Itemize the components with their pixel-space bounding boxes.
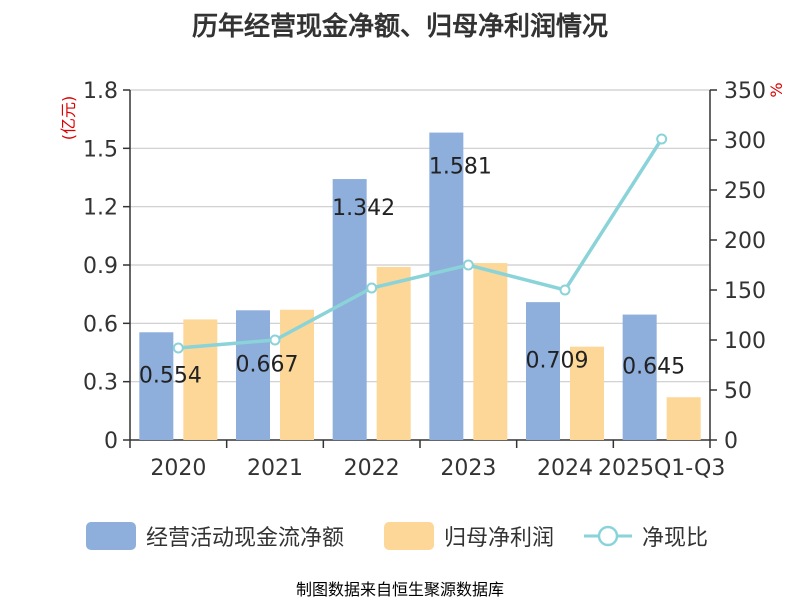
bar-net-profit — [666, 397, 701, 440]
right-axis-tick-label: 0 — [724, 429, 738, 454]
x-axis-tick-label: 2025Q1-Q3 — [598, 456, 725, 481]
bar-net-profit — [376, 266, 411, 440]
legend-item-net-profit[interactable]: 归母净利润 — [384, 518, 554, 554]
bar-cashflow — [429, 132, 464, 441]
right-axis-tick-label: 150 — [724, 279, 766, 304]
legend-line-marker-icon — [584, 525, 632, 547]
cash-ratio-point — [656, 133, 668, 145]
legend-label-net-profit: 归母净利润 — [444, 526, 555, 551]
left-axis-tick-label: 1.8 — [83, 79, 118, 104]
legend-item-cashflow[interactable]: 经营活动现金流净额 — [86, 518, 344, 554]
x-axis-tick-label: 2020 — [150, 456, 206, 481]
cash-ratio-point — [559, 284, 571, 296]
left-axis-unit-label: (亿元) — [59, 96, 78, 141]
x-axis-tick-label: 2022 — [344, 456, 400, 481]
data-label-cashflow: 1.581 — [429, 154, 492, 179]
left-axis-tick-label: 0.6 — [83, 312, 118, 337]
data-source-footer: 制图数据来自恒生聚源数据库 — [295, 580, 504, 599]
bar-cashflow — [236, 310, 270, 440]
right-axis-unit-label: % — [767, 82, 786, 97]
bar-net-profit — [183, 319, 218, 440]
left-axis-tick-label: 0.3 — [83, 371, 118, 396]
chart-legend: 经营活动现金流净额 归母净利润 净现比 — [0, 518, 800, 554]
bar-cashflow — [139, 332, 174, 440]
right-axis-tick-label: 300 — [724, 129, 766, 154]
right-axis-tick-label: 100 — [724, 329, 766, 354]
x-axis-tick-label: 2024 — [537, 456, 593, 481]
left-axis-tick-label: 0 — [104, 429, 118, 454]
bar-net-profit — [280, 309, 314, 440]
left-axis-tick-label: 1.2 — [83, 196, 118, 221]
cash-ratio-point — [269, 334, 281, 346]
cash-ratio-point — [172, 342, 184, 354]
data-label-cashflow: 1.342 — [332, 196, 395, 221]
left-axis-tick-label: 0.9 — [83, 254, 118, 279]
x-axis-tick-label: 2021 — [247, 456, 303, 481]
data-label-cashflow: 0.709 — [526, 348, 589, 373]
bar-cashflow — [332, 179, 367, 441]
legend-item-cash-ratio[interactable]: 净现比 — [582, 518, 708, 554]
right-axis-tick-label: 50 — [724, 379, 752, 404]
right-axis-tick-label: 350 — [724, 79, 766, 104]
data-label-cashflow: 0.645 — [622, 355, 685, 380]
cash-ratio-point — [462, 259, 474, 271]
bar-cashflow — [526, 302, 560, 440]
bar-cashflow — [622, 314, 657, 440]
bar-net-profit — [570, 346, 604, 440]
cash-ratio-line — [178, 138, 664, 350]
data-label-cashflow: 0.667 — [236, 353, 299, 378]
chart-title: 历年经营现金净额、归母净利润情况 — [191, 12, 608, 42]
legend-swatch-cashflow — [86, 522, 136, 550]
right-axis-tick-label: 200 — [724, 229, 766, 254]
right-axis-tick-label: 250 — [724, 179, 766, 204]
legend-label-cashflow: 经营活动现金流净额 — [146, 526, 345, 551]
cash-ratio-point — [366, 282, 378, 294]
bar-net-profit — [473, 263, 508, 440]
legend-label-cash-ratio: 净现比 — [642, 526, 709, 551]
x-axis-tick-label: 2023 — [440, 456, 496, 481]
data-label-cashflow: 0.554 — [139, 364, 202, 389]
left-axis-tick-label: 1.5 — [83, 137, 118, 162]
legend-swatch-net-profit — [384, 522, 434, 550]
